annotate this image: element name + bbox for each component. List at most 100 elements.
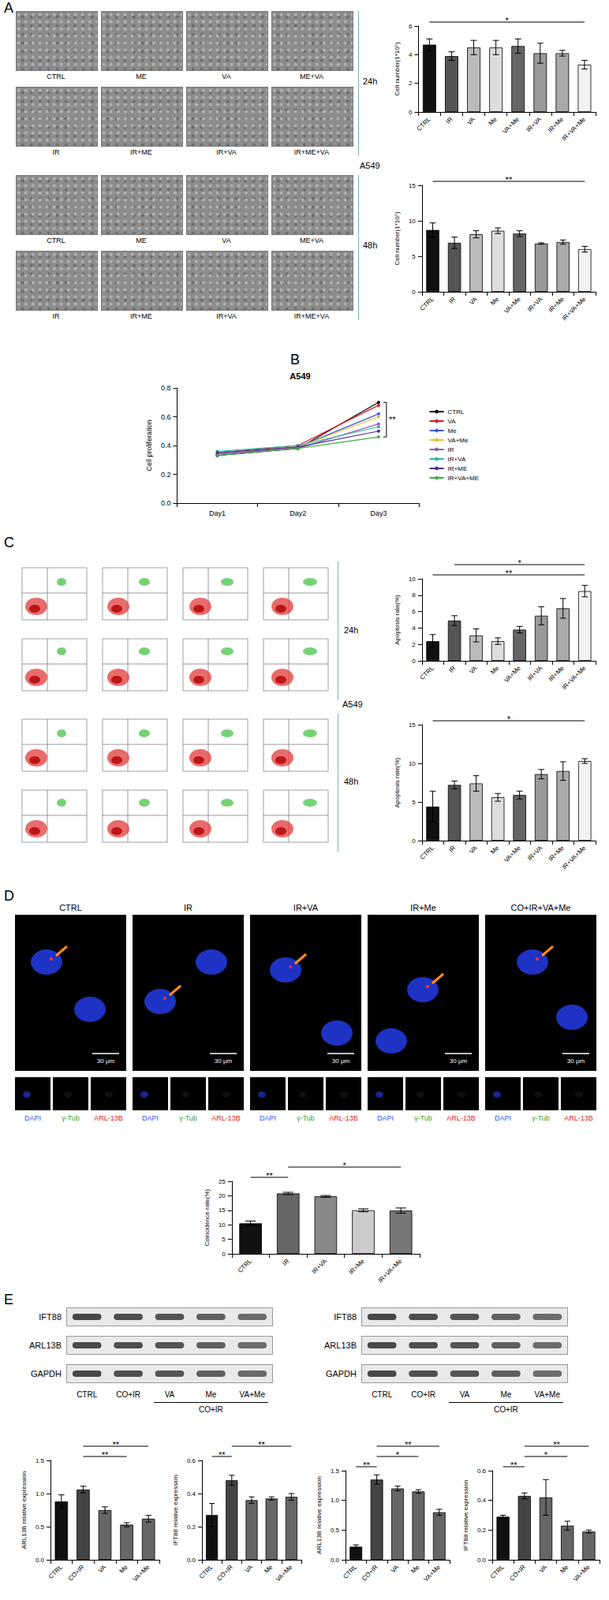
svg-text:5: 5 [411, 253, 416, 261]
svg-text:VA+Me: VA+Me [502, 844, 523, 864]
svg-text:VA: VA [389, 1563, 401, 1575]
svg-text:VA+Me: VA+Me [571, 1563, 592, 1584]
svg-text:Day3: Day3 [369, 509, 387, 518]
svg-text:Me: Me [118, 1563, 131, 1576]
svg-text:0.4: 0.4 [477, 1497, 487, 1505]
svg-text:VA: VA [467, 664, 479, 676]
svg-text:Apoptosis rate(%): Apoptosis rate(%) [393, 757, 401, 808]
svg-text:IR: IR [444, 115, 455, 126]
svg-text:Me: Me [489, 844, 501, 856]
svg-text:IR+VA+ME: IR+VA+ME [448, 474, 479, 482]
svg-text:CO+IR: CO+IR [508, 1564, 527, 1584]
svg-text:0.4: 0.4 [186, 1490, 197, 1499]
svg-text:**: ** [552, 1440, 561, 1450]
svg-text:**: ** [505, 568, 513, 579]
svg-text:Day2: Day2 [289, 509, 307, 518]
svg-text:VA+Me: VA+Me [422, 1563, 442, 1584]
svg-text:*: * [518, 558, 523, 568]
svg-text:CTRL: CTRL [341, 1563, 359, 1581]
svg-text:IR: IR [447, 295, 457, 306]
svg-text:IR+ME: IR+ME [448, 465, 468, 473]
svg-text:**: ** [218, 1450, 226, 1461]
svg-text:15: 15 [408, 182, 416, 190]
svg-text:0.0: 0.0 [330, 1557, 340, 1565]
svg-text:2: 2 [408, 79, 413, 87]
svg-text:6: 6 [411, 608, 416, 616]
svg-text:0.0: 0.0 [186, 1557, 197, 1565]
svg-text:8: 8 [411, 591, 416, 599]
svg-text:Apoptosis rate(%): Apoptosis rate(%) [393, 594, 401, 646]
svg-text:**: ** [510, 1460, 518, 1471]
svg-text:VA+Me: VA+Me [274, 1563, 295, 1584]
svg-text:IR: IR [447, 665, 457, 675]
svg-text:VA: VA [243, 1563, 255, 1575]
svg-text:0.2: 0.2 [160, 470, 172, 479]
svg-text:VA: VA [97, 1563, 109, 1575]
svg-text:IFT88 relative expression: IFT88 relative expression [171, 1475, 180, 1547]
svg-text:*: * [343, 1161, 348, 1171]
svg-text:*: * [505, 15, 510, 26]
svg-text:20: 20 [218, 1192, 226, 1200]
svg-text:Me: Me [262, 1563, 275, 1576]
svg-text:IR+VA: IR+VA [526, 295, 545, 314]
svg-text:IR: IR [280, 1258, 291, 1268]
svg-text:0.0: 0.0 [35, 1557, 45, 1565]
svg-text:IR+Me: IR+Me [347, 1257, 367, 1277]
svg-text:IR: IR [448, 446, 455, 454]
svg-text:0.8: 0.8 [160, 384, 172, 393]
svg-text:Me: Me [409, 1563, 422, 1576]
svg-text:0.5: 0.5 [35, 1524, 45, 1532]
svg-text:0.4: 0.4 [160, 441, 172, 450]
svg-text:**: ** [404, 1440, 412, 1450]
svg-text:IR+VA+Me: IR+VA+Me [560, 115, 588, 142]
svg-text:10: 10 [408, 575, 416, 583]
svg-text:VA: VA [448, 418, 457, 426]
svg-text:VA+Me: VA+Me [502, 664, 523, 684]
svg-text:IR+Me: IR+Me [546, 115, 566, 135]
svg-text:0.6: 0.6 [186, 1457, 197, 1465]
svg-text:CTRL: CTRL [418, 664, 437, 682]
svg-text:**: ** [257, 1440, 266, 1450]
svg-text:IR: IR [447, 844, 457, 855]
svg-text:A549: A549 [289, 371, 311, 382]
svg-text:2: 2 [411, 641, 416, 649]
svg-text:*: * [507, 714, 512, 725]
svg-text:CO+IR: CO+IR [215, 1564, 235, 1584]
svg-text:ARL13B relative expression: ARL13B relative expression [315, 1476, 323, 1555]
svg-text:VA+Me: VA+Me [131, 1563, 152, 1584]
svg-text:IR+Me: IR+Me [547, 664, 567, 684]
svg-text:**: ** [112, 1440, 120, 1450]
svg-text:0: 0 [411, 288, 416, 296]
svg-text:**: ** [362, 1460, 370, 1471]
svg-text:VA: VA [465, 115, 477, 127]
svg-text:1.0: 1.0 [35, 1490, 45, 1499]
svg-text:Me: Me [487, 115, 500, 128]
svg-text:Day1: Day1 [209, 509, 226, 518]
svg-text:10: 10 [408, 217, 416, 225]
svg-text:0.2: 0.2 [477, 1527, 487, 1535]
svg-text:CTRL: CTRL [418, 295, 437, 313]
svg-text:VA+Me: VA+Me [500, 115, 521, 135]
svg-text:IR+VA: IR+VA [526, 664, 545, 683]
svg-text:IR+VA: IR+VA [525, 115, 544, 134]
svg-text:CTRL: CTRL [418, 844, 437, 862]
svg-text:IFT88 relative expression: IFT88 relative expression [462, 1480, 470, 1552]
svg-text:IR+Me: IR+Me [547, 295, 567, 314]
svg-text:IR+VA+Me: IR+VA+Me [377, 1257, 404, 1285]
svg-text:CTRL: CTRL [489, 1563, 507, 1581]
svg-text:VA+Me: VA+Me [502, 295, 523, 315]
svg-text:0.0: 0.0 [477, 1557, 487, 1565]
svg-text:Cell proliferation: Cell proliferation [145, 419, 154, 471]
svg-text:IR+VA+Me: IR+VA+Me [560, 844, 588, 871]
svg-text:**: ** [505, 175, 513, 185]
svg-text:VA+Me: VA+Me [448, 437, 469, 445]
svg-text:VA: VA [467, 295, 479, 307]
svg-text:0: 0 [411, 657, 416, 666]
svg-text:0: 0 [408, 108, 413, 116]
svg-text:VA: VA [538, 1563, 550, 1575]
svg-text:0: 0 [411, 837, 416, 845]
svg-text:IR+VA+Me: IR+VA+Me [560, 295, 588, 322]
svg-text:ARL13B relative expression: ARL13B relative expression [20, 1472, 28, 1551]
svg-text:IR+VA: IR+VA [526, 844, 545, 863]
svg-text:0.6: 0.6 [160, 413, 172, 422]
